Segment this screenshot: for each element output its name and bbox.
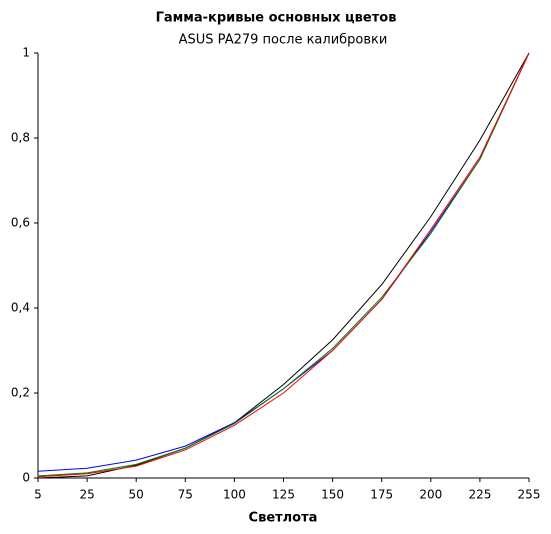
series-line (37, 52, 530, 478)
series-line (37, 52, 530, 472)
x-tick-label: 75 (178, 488, 193, 502)
y-tick-label: 0,4 (11, 301, 30, 315)
y-tick-label: 0,2 (11, 386, 30, 400)
x-tick-label: 125 (272, 488, 295, 502)
y-tick-label: 0,6 (11, 216, 30, 230)
x-tick-label: 50 (129, 488, 144, 502)
x-tick-label: 225 (468, 488, 491, 502)
x-tick-label: 200 (419, 488, 442, 502)
chart-title: Гамма-кривые основных цветов (156, 11, 397, 26)
series-line (37, 52, 530, 477)
x-axis-label: Светлота (249, 511, 318, 526)
y-tick-label: 0,8 (11, 131, 30, 145)
x-tick-label: 150 (321, 488, 344, 502)
series-line (37, 52, 530, 479)
x-tick-label: 5 (34, 488, 42, 502)
x-tick-label: 100 (223, 488, 246, 502)
y-tick-label: 0 (22, 471, 30, 485)
x-tick-label: 25 (79, 488, 94, 502)
y-tick-label: 1 (22, 46, 30, 60)
x-tick-label: 255 (518, 488, 541, 502)
x-tick-label: 175 (370, 488, 393, 502)
chart-subtitle: ASUS PA279 после калибровки (179, 33, 388, 48)
